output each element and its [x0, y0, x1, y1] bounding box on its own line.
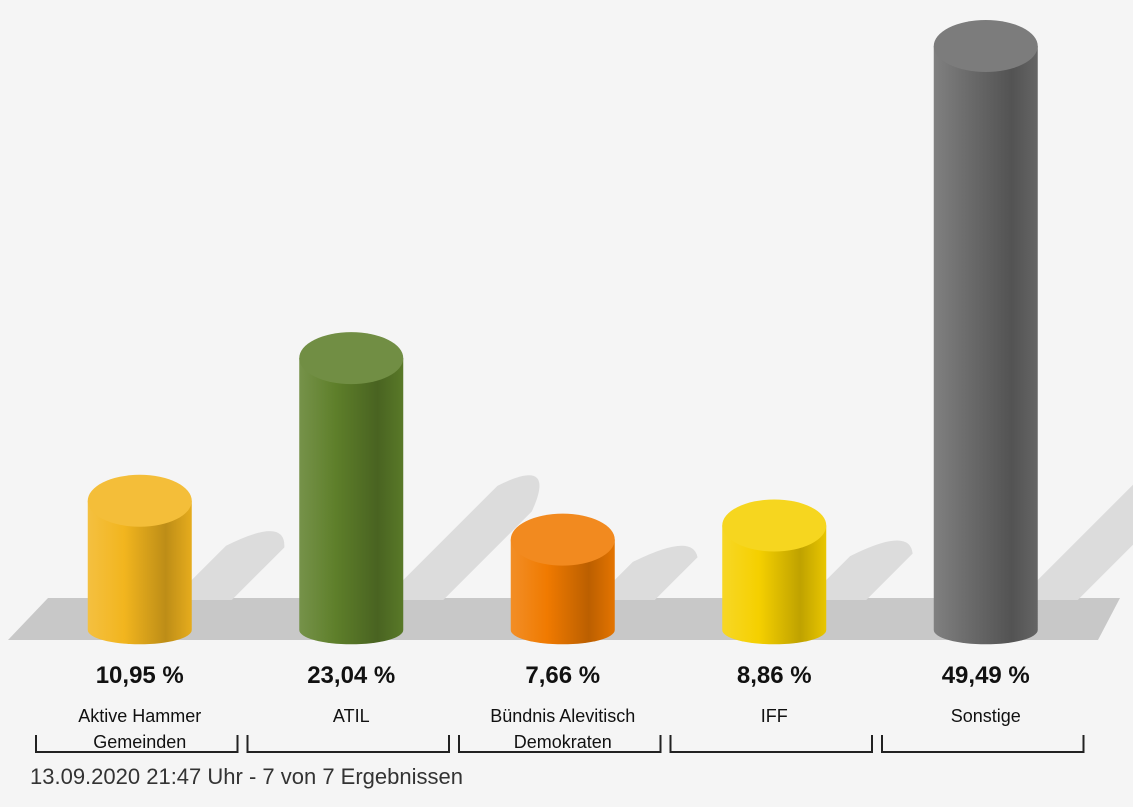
bar-top [299, 332, 404, 385]
category-bracket [35, 735, 239, 753]
category-label: ATIL [333, 706, 370, 726]
bar-value-label: 7,66 % [525, 662, 600, 689]
category-label: IFF [761, 706, 788, 726]
category-bracket [881, 735, 1085, 753]
category-label: Aktive Hammer [78, 706, 201, 726]
category-bracket [458, 735, 662, 753]
bar [510, 539, 615, 645]
bar-labels: 10,95 % Aktive Hammer Gemeinden 23,04 % ATIL… [35, 662, 1085, 753]
bar-shadow [383, 475, 540, 600]
category-bracket [669, 735, 873, 753]
bar-top [722, 499, 827, 552]
category-label: Bündnis Alevitisch [490, 706, 635, 726]
bars [87, 20, 1038, 645]
bar-shadow [1017, 484, 1133, 600]
bar-value-label: 8,86 % [737, 662, 812, 689]
bar-top [933, 20, 1038, 73]
bar-value-label: 49,49 % [942, 662, 1030, 689]
bar-value-label: 23,04 % [307, 662, 395, 689]
bar [722, 525, 827, 645]
bar-top [87, 474, 192, 527]
bar [933, 46, 1038, 645]
bar [87, 500, 192, 645]
category-label: Sonstige [951, 706, 1021, 726]
bar-top [510, 513, 615, 566]
bar-value-label: 10,95 % [96, 662, 184, 689]
chart-footer-status: 13.09.2020 21:47 Uhr - 7 von 7 Ergebniss… [30, 764, 463, 789]
bar-shadow [594, 545, 698, 600]
bar-shadows [171, 475, 1133, 600]
category-label: Demokraten [514, 732, 612, 752]
bar-shadow [806, 540, 913, 600]
bar-shadow [171, 531, 285, 600]
category-bracket [246, 735, 450, 753]
bar [299, 358, 404, 645]
category-label: Gemeinden [93, 732, 186, 752]
